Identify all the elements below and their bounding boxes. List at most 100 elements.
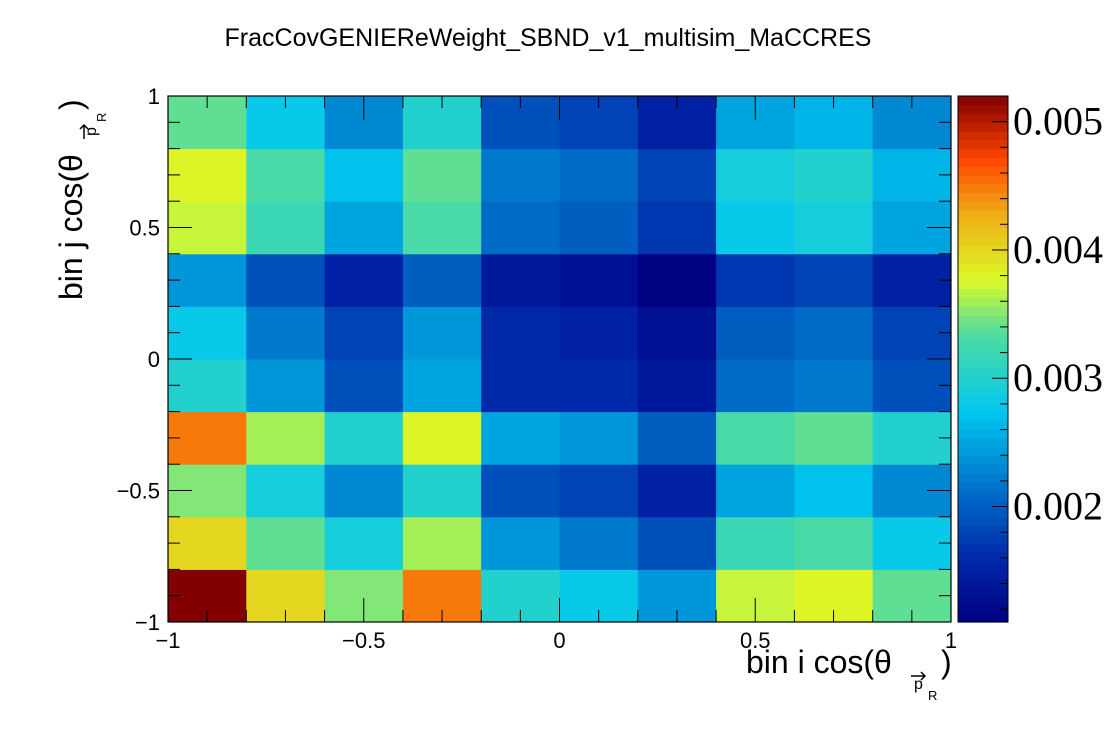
colorbar-tick-label: 0.005: [1013, 99, 1103, 144]
colorbar-segment: [958, 323, 1008, 334]
heatmap-cell: [402, 464, 482, 518]
heatmap-cell: [559, 253, 639, 307]
colorbar-segment: [958, 131, 1008, 141]
heatmap-cell: [637, 411, 717, 465]
heatmap-cell: [716, 253, 795, 307]
heatmap-cell: [402, 411, 482, 465]
colorbar-segment: [958, 253, 1008, 264]
heatmap-cell: [168, 411, 247, 465]
heatmap-cell: [559, 306, 639, 360]
y-tick-label: 1: [148, 84, 160, 109]
x-tick-label: 1: [945, 628, 957, 653]
y-axis-label-sub-sub: R: [94, 113, 109, 122]
heatmap-cell: [246, 148, 326, 202]
colorbar-segment: [958, 385, 1008, 395]
x-axis-label-sub-sub: R: [928, 688, 937, 703]
heatmap-cell: [559, 148, 639, 202]
heatmap-cell: [872, 359, 952, 413]
colorbar-segment: [958, 551, 1008, 562]
heatmap-cell: [794, 253, 874, 307]
x-tick-label: −1: [155, 628, 180, 653]
colorbar-segment: [958, 437, 1008, 448]
colorbar-segment: [958, 429, 1008, 439]
y-axis-label: bin j cos(θ p R ): [53, 99, 109, 300]
heatmap-cell: [246, 516, 326, 570]
heatmap-cell: [872, 306, 952, 360]
colorbar-segment: [958, 280, 1008, 290]
colorbar-segment: [958, 446, 1008, 457]
heatmap-cell: [402, 253, 482, 307]
heatmap-cell: [872, 253, 952, 307]
heatmap-cell: [716, 359, 795, 413]
colorbar-segment: [958, 499, 1008, 509]
colorbar-segment: [958, 586, 1008, 597]
heatmap-cell: [716, 464, 795, 518]
y-axis-label-main: bin j cos(θ: [53, 154, 89, 300]
heatmap-cell: [168, 306, 247, 360]
x-axis-label: bin i cos(θ p R ): [746, 644, 952, 703]
heatmap-cell: [168, 359, 247, 413]
heatmap-cell: [481, 516, 560, 570]
colorbar-segment: [958, 218, 1008, 229]
colorbar-segment: [958, 464, 1008, 474]
colorbar-segment: [958, 350, 1008, 360]
axis-ticks: −1−1 −0.5 −0.5 0 0 0.5 0.5 1 1: [117, 84, 958, 653]
x-tick-label: 0.5: [740, 628, 771, 653]
x-axis-label-sub-vec: p: [914, 676, 923, 693]
heatmap-cell: [559, 359, 639, 413]
colorbar-segment: [958, 113, 1008, 123]
colorbar-segment: [958, 411, 1008, 421]
heatmap-cell: [324, 253, 404, 307]
colorbar-segment: [958, 157, 1008, 167]
y-tick-label: −1: [135, 610, 160, 635]
colorbar-segment: [958, 472, 1008, 483]
colorbar-segment: [958, 236, 1008, 246]
heatmap-cell: [324, 201, 404, 255]
colorbar-segment: [958, 245, 1008, 255]
colorbar-segment: [958, 174, 1008, 185]
colorbar-segment: [958, 209, 1008, 220]
colorbar-segment: [958, 183, 1008, 194]
heatmap-cell: [324, 306, 404, 360]
heatmap-cell: [481, 201, 560, 255]
heatmap-cell: [794, 516, 874, 570]
colorbar-segment: [958, 481, 1008, 492]
heatmap-cell: [481, 464, 560, 518]
heatmap-cell: [559, 201, 639, 255]
colorbar-segment: [958, 306, 1008, 316]
colorbar-segment: [958, 96, 1008, 106]
heatmap-cell: [246, 464, 326, 518]
heatmap-cell: [324, 148, 404, 202]
colorbar-segment: [958, 341, 1008, 351]
color-bar: 0.002 0.003 0.004 0.005: [957, 95, 1103, 623]
heatmap-cell: [324, 516, 404, 570]
y-axis-label-sub-vec: p: [83, 127, 100, 136]
heatmap-cell: [637, 306, 717, 360]
heatmap-cell: [637, 359, 717, 413]
heatmap-cell: [716, 148, 795, 202]
x-tick-label: −0.5: [342, 628, 385, 653]
heatmap-cell: [794, 148, 874, 202]
colorbar-tick-label: 0.004: [1013, 227, 1103, 272]
colorbar-segment: [958, 604, 1008, 614]
colorbar-segment: [958, 420, 1008, 430]
colorbar-segment: [958, 271, 1008, 281]
heatmap-cell: [481, 359, 560, 413]
colorbar-segment: [958, 508, 1008, 518]
heatmap-cell: [324, 411, 404, 465]
colorbar-segment: [958, 613, 1008, 623]
heatmap-cell: [324, 464, 404, 518]
colorbar-segment: [958, 192, 1008, 202]
heatmap-cell: [481, 253, 560, 307]
colorbar-segment: [958, 104, 1008, 115]
heatmap-cell: [481, 306, 560, 360]
colorbar-segment: [958, 376, 1008, 386]
colorbar-segment: [958, 332, 1008, 343]
colorbar-segment: [958, 394, 1008, 404]
heatmap-cell: [794, 201, 874, 255]
heatmap-cell: [246, 201, 326, 255]
heatmap-cell: [481, 148, 560, 202]
colorbar-segment: [958, 534, 1008, 544]
heatmap-cell: [794, 411, 874, 465]
y-tick-label: −0.5: [117, 479, 160, 504]
